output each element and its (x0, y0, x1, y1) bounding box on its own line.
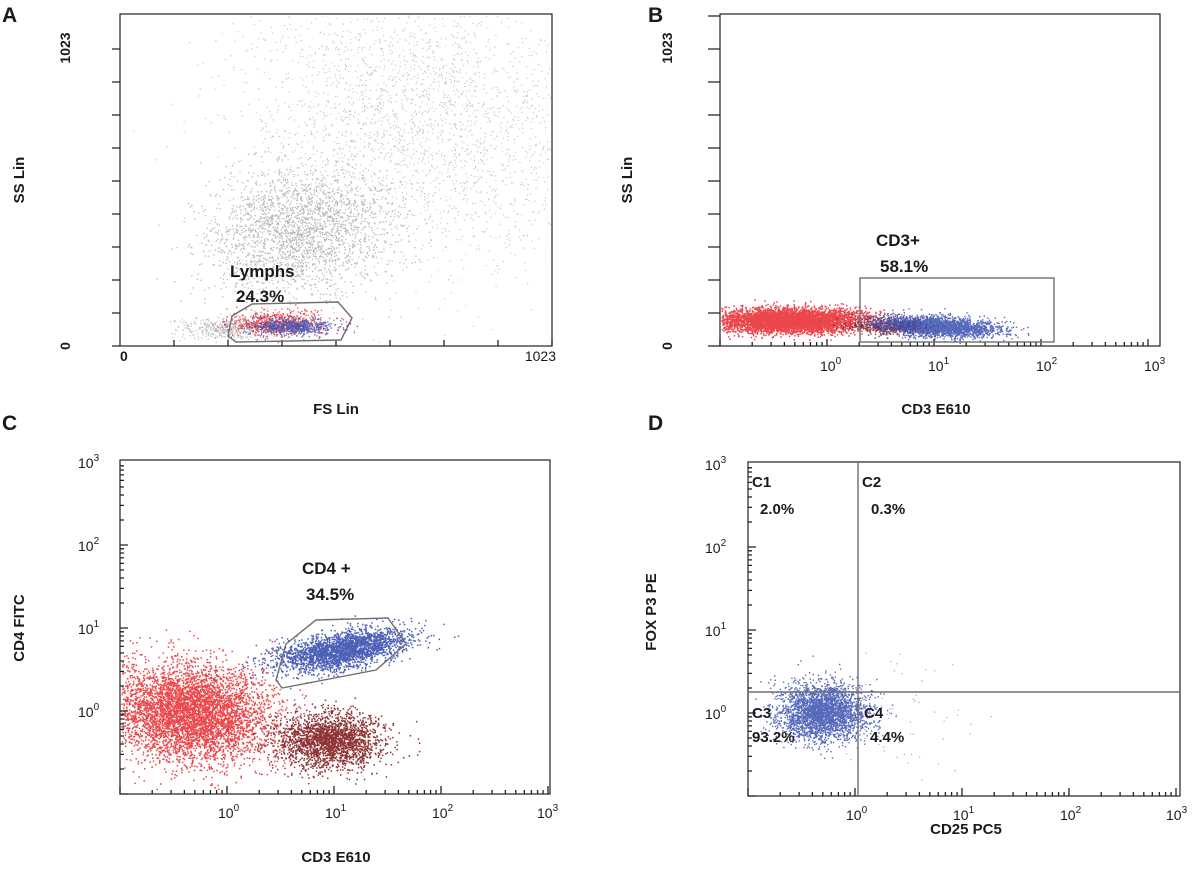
panel-a-y-label: SS Lin (11, 157, 28, 204)
quadrant-c2-label: C2 (862, 474, 881, 491)
panel-a-x-tick-1023: 1023 (525, 348, 556, 364)
panel-a-ticks (112, 48, 553, 347)
panel-c-y-tick-10-0: 100 (78, 702, 100, 720)
panel-a-axis-ticks (112, 48, 553, 347)
panel-d-y-tick-10-3: 103 (705, 455, 727, 473)
panel-a-granulocyte-cloud (156, 102, 456, 332)
panel-d-x-tick-10-0: 100 (846, 805, 868, 823)
panel-d-axis-ticks (747, 467, 1177, 797)
quadrant-c1-label: C1 (752, 474, 771, 491)
cd3-positive-gate (859, 277, 1055, 343)
panel-b-scatter (721, 299, 1030, 344)
panel-label-a: A (2, 4, 17, 27)
lymphs-gate-percent: 24.3% (236, 287, 284, 306)
panel-a-y-tick-0: 0 (57, 342, 73, 350)
panel-b-y-label: SS Lin (619, 157, 636, 204)
panel-d-x-tick-10-2: 102 (1060, 805, 1082, 823)
panel-c-y-label: CD4 FITC (11, 594, 28, 662)
quadrant-c1-percent: 2.0% (760, 501, 794, 518)
panel-b: CD3+ 58.1% 0 1023 100 101 102 103 CD3 E6… (619, 13, 1166, 418)
lymphs-gate-label: Lymphs (230, 262, 295, 281)
panel-a-background-events (133, 15, 553, 343)
panel-b-x-tick-10-3: 103 (1144, 356, 1166, 374)
panel-c-x-tick-labels: 100 101 102 103 (218, 803, 559, 821)
panel-label-d: D (648, 412, 663, 435)
panel-c-scatter (121, 615, 460, 791)
panel-b-x-tick-labels: 100 101 102 103 (820, 356, 1166, 374)
panel-d-y-tick-10-0: 100 (705, 704, 727, 722)
panel-d-x-tick-10-3: 103 (1166, 805, 1188, 823)
panel-c-cd4-negative-events (225, 687, 421, 785)
panel-b-axis-ticks (708, 15, 1149, 347)
panel-c-x-tick-10-1: 101 (325, 803, 347, 821)
panel-b-cd3-negative-events (721, 299, 935, 341)
panel-d-y-tick-10-1: 101 (705, 621, 727, 639)
panel-b-x-tick-10-2: 102 (1036, 356, 1058, 374)
panel-c-y-tick-labels: 103 102 101 100 (78, 453, 100, 720)
panel-c-x-tick-10-3: 103 (537, 803, 559, 821)
panel-c-y-tick-10-1: 101 (78, 619, 100, 637)
quadrant-c3-percent: 93.2% (752, 729, 795, 746)
panel-d-scatter (755, 652, 992, 781)
panel-c-cd3-negative-events (121, 629, 339, 791)
panel-b-x-label: CD3 E610 (901, 401, 970, 418)
panel-c-x-tick-10-0: 100 (218, 803, 240, 821)
panel-b-ticks (708, 15, 1149, 347)
panel-d-y-tick-labels: 103 102 101 100 (705, 455, 727, 722)
panel-c-ticks (119, 465, 549, 795)
panel-d-x-tick-labels: 100 101 102 103 (846, 805, 1188, 823)
panel-d-x-label: CD25 PC5 (930, 821, 1002, 838)
cd4-positive-gate (275, 617, 407, 689)
panel-c-x-tick-10-2: 102 (432, 803, 454, 821)
cd4-gate-percent: 34.5% (306, 585, 354, 604)
panel-label-b: B (648, 4, 663, 27)
panel-c-y-tick-10-2: 102 (78, 536, 100, 554)
panel-label-c: C (2, 412, 17, 435)
panel-c-axis-ticks (119, 465, 549, 795)
panel-a: Lymphs 24.3% 0 1023 0 1023 FS Lin SS Lin (11, 13, 556, 418)
cd3-gate-label: CD3+ (876, 231, 920, 250)
panel-b-frame (719, 13, 1161, 347)
panel-c: CD4 + 34.5% 103 102 101 100 100 101 102 … (11, 453, 559, 866)
panel-a-x-tick-0: 0 (120, 348, 128, 364)
panel-b-x-tick-10-0: 100 (820, 356, 842, 374)
panel-b-cd3-positive-events (819, 308, 1030, 344)
cd3-gate-percent: 58.1% (880, 257, 928, 276)
panel-a-scatter (133, 15, 553, 344)
panel-d-y-tick-10-2: 102 (705, 538, 727, 556)
panel-c-x-label: CD3 E610 (301, 849, 370, 866)
panel-d-cd4-positive-events (755, 655, 897, 760)
panel-a-y-tick-1023: 1023 (57, 32, 73, 63)
lymphs-gate (227, 301, 353, 343)
panel-b-y-tick-1023: 1023 (659, 32, 675, 63)
quadrant-c2-percent: 0.3% (871, 501, 905, 518)
quadrant-c4-percent: 4.4% (870, 729, 904, 746)
panel-c-cd4-positive-events (238, 615, 460, 690)
panel-a-x-label: FS Lin (313, 401, 359, 418)
panel-a-cd3-positive-events (224, 313, 358, 338)
panel-c-y-tick-10-3: 103 (78, 453, 100, 471)
panel-b-x-tick-10-1: 101 (928, 356, 950, 374)
panel-b-y-tick-0: 0 (659, 342, 675, 350)
quadrant-c4-label: C4 (864, 705, 884, 722)
panel-d-ticks (747, 467, 1177, 797)
panel-d-frame (747, 461, 1181, 797)
cd4-gate-label: CD4 + (302, 559, 351, 578)
panel-d-x-tick-10-1: 101 (953, 805, 975, 823)
quadrant-c3-label: C3 (752, 705, 771, 722)
panel-d: C1 2.0% C2 0.3% C3 93.2% C4 4.4% 103 102… (643, 455, 1188, 838)
panel-c-frame (119, 459, 551, 795)
panel-d-y-label: FOX P3 PE (643, 573, 660, 651)
